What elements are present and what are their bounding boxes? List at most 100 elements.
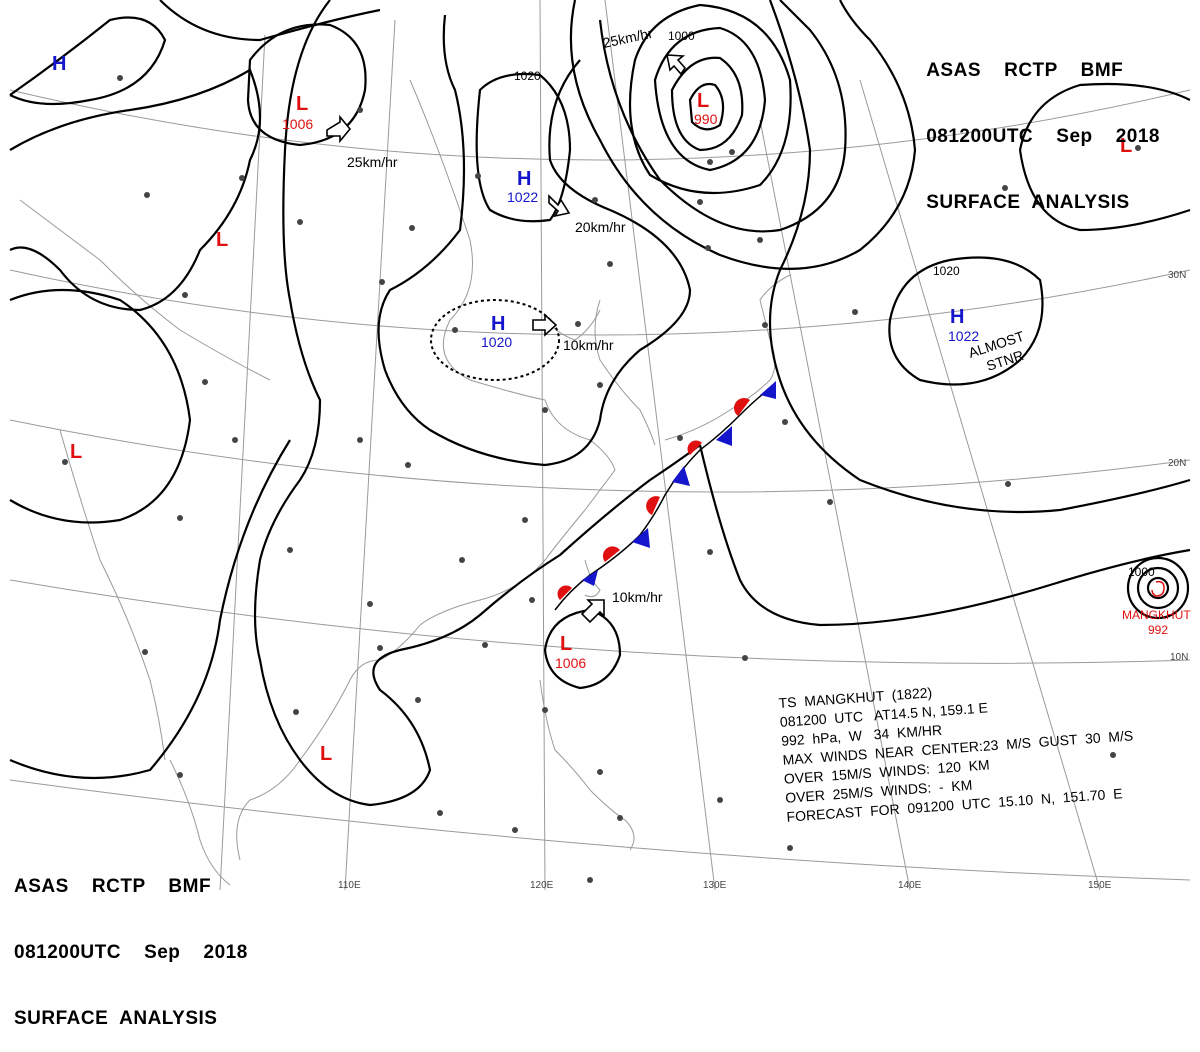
station-marker (437, 810, 443, 816)
lat-label-20n: 20N (1168, 458, 1186, 469)
header-bottom-left: ASAS RCTP BMF 081200UTC Sep 2018 SURFACE… (14, 832, 248, 1052)
meridian-130e (604, 0, 716, 891)
high-centre-1022-pacific-letter: H (950, 306, 964, 328)
lon-label-110e: 110E (338, 880, 361, 891)
isobar-ne-low-closed (1018, 149, 1191, 232)
station-marker (297, 219, 303, 225)
isobar-nw-ridge (9, 16, 167, 106)
station-marker (522, 517, 528, 523)
high-centre-1020-letter: H (491, 313, 505, 335)
motion-label-1006: 25km/hr (347, 154, 398, 170)
station-marker (607, 261, 613, 267)
station-marker (705, 245, 711, 251)
isobar-label-1000-b: 1000 (1128, 565, 1155, 579)
header-line2: 081200UTC Sep 2018 (14, 942, 248, 963)
typhoon-symbol: MANGKHUT 992 (1122, 580, 1191, 637)
coastlines (19, 79, 791, 886)
station-marker (144, 192, 150, 198)
low-centre-990-value: 990 (694, 111, 718, 127)
isobar-nw-outer (159, 0, 381, 42)
motion-arrow-1022 (548, 194, 571, 218)
station-marker (177, 515, 183, 521)
parallel-30n (9, 269, 1191, 336)
lon-label-130e: 130E (703, 880, 727, 891)
meridian-110e (344, 19, 396, 891)
parallel-20n (9, 419, 1191, 493)
station-marker (592, 197, 598, 203)
cold-front-triangle-2 (632, 528, 650, 548)
lat-label-10n: 10N (1170, 652, 1188, 663)
coast-indochina (236, 679, 351, 861)
stationary-front (554, 381, 776, 611)
motion-label-1022: 20km/hr (575, 219, 626, 235)
grid-labels: 110E 120E 130E 140E 150E 10N 20N 30N (338, 270, 1188, 891)
isobar-label-1000-a: 1000 (668, 29, 695, 43)
station-marker (177, 772, 183, 778)
station-marker (677, 435, 683, 441)
isobars (9, 0, 1191, 807)
station-marker (782, 419, 788, 425)
isobar-low-990-mid (670, 56, 744, 152)
station-marker (512, 827, 518, 833)
isobar-low-1006 (246, 23, 367, 147)
station-marker (62, 459, 68, 465)
meridian-120e (539, 0, 546, 891)
coast-bay-bengal (59, 429, 166, 761)
high-centre-1022-pacific-value: 1022 (948, 328, 979, 344)
meridian-100e (219, 34, 266, 891)
isobar-pacific-ridge (768, 0, 1191, 514)
isobar-low-1000 (653, 26, 767, 172)
low-centre-1006-value: 1006 (282, 116, 313, 132)
typhoon-name: MANGKHUT (1122, 608, 1191, 622)
motion-arrow-990 (666, 54, 687, 76)
isobar-mangkhut-1 (1146, 576, 1170, 600)
pressure-centres: H L 1006 H 1022 L 990 L L H 1020 H 1022 … (52, 53, 1132, 765)
motion-arrow-1006 (326, 114, 352, 144)
isobar-label-1020-b: 1020 (933, 264, 960, 278)
station-marker (357, 437, 363, 443)
low-centre-1006-south-letter: L (560, 633, 572, 655)
low-centre-1006-letter: L (296, 93, 308, 115)
low-centre-ne: L (1120, 135, 1132, 157)
front-line (554, 384, 776, 611)
warm-front-semicircle-3 (646, 496, 660, 515)
coast-korea (594, 299, 656, 446)
station-marker (707, 159, 713, 165)
low-centre-tibet: L (216, 229, 228, 251)
station-marker (287, 547, 293, 553)
header-line3: SURFACE ANALYSIS (14, 1008, 218, 1029)
isobar-low-outer-1 (628, 3, 792, 195)
storm-info-panel: TS MANGKHUT (1822) 081200 UTC AT14.5 N, … (778, 669, 1138, 826)
motion-arrows (326, 54, 687, 624)
meridian-150e (859, 79, 1101, 891)
station-marker (367, 601, 373, 607)
station-marker (529, 597, 535, 603)
stationary-note: ALMOST STNR (966, 328, 1026, 374)
low-centre-990-letter: L (697, 90, 709, 112)
station-marker (409, 225, 415, 231)
lon-label-120e: 120E (530, 880, 554, 891)
coast-taiwan (584, 559, 601, 598)
isobar-southern-boundary (9, 439, 291, 780)
high-centre-1022-letter: H (517, 168, 531, 190)
station-marker (742, 655, 748, 661)
isobar-west-loop (9, 68, 262, 312)
low-centre-india: L (70, 441, 82, 463)
typhoon-pressure: 992 (1148, 623, 1168, 637)
isobar-ne-low (1018, 82, 1191, 151)
motion-label-1006-south: 10km/hr (612, 589, 663, 605)
station-marker (117, 75, 123, 81)
station-marker (357, 107, 363, 113)
station-marker (459, 557, 465, 563)
warm-front-semicircle-4 (687, 440, 702, 455)
station-marker (729, 149, 735, 155)
station-marker (142, 649, 148, 655)
station-marker (617, 815, 623, 821)
station-marker (597, 382, 603, 388)
station-marker (405, 462, 411, 468)
isobar-mangkhut-3 (1126, 556, 1190, 620)
meridian-140e (759, 119, 911, 891)
cold-front-triangle-3 (672, 466, 690, 486)
header-line3: SURFACE ANALYSIS (926, 192, 1130, 213)
low-centre-1006-south-value: 1006 (555, 655, 586, 671)
